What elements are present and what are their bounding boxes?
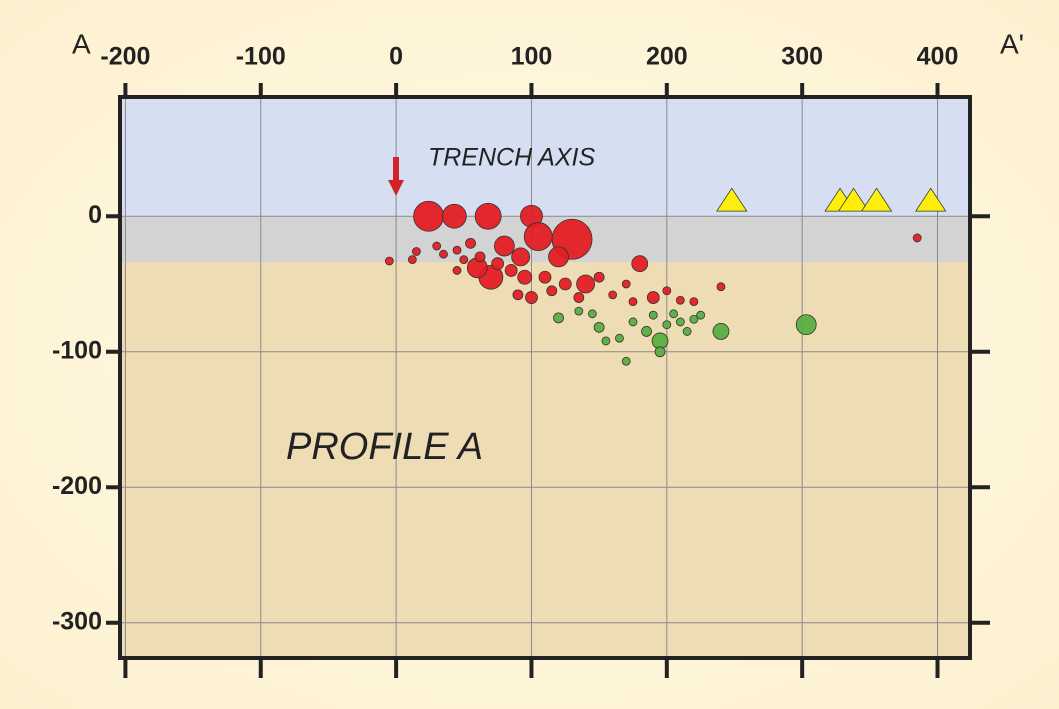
earthquake-marker xyxy=(675,317,685,327)
earthquake-marker xyxy=(459,255,469,265)
earthquake-marker xyxy=(525,291,538,304)
earthquake-marker xyxy=(654,346,666,358)
y-tick-label: -200 xyxy=(52,472,102,500)
earthquake-marker xyxy=(412,247,421,256)
earthquake-marker xyxy=(641,326,652,337)
earthquake-marker xyxy=(512,289,524,301)
station-marker xyxy=(716,187,748,212)
earthquake-marker xyxy=(491,257,505,271)
earthquake-marker xyxy=(593,321,605,333)
earthquake-marker xyxy=(669,309,678,319)
station-marker xyxy=(837,187,870,212)
earthquake-marker xyxy=(689,297,699,307)
earthquake-marker xyxy=(621,279,631,289)
mantle-zone xyxy=(120,262,970,658)
station-marker xyxy=(860,187,893,212)
earthquake-marker xyxy=(465,237,476,249)
earthquake-marker xyxy=(615,333,624,343)
earthquake-marker xyxy=(407,255,417,265)
earthquake-marker xyxy=(558,277,572,291)
earthquake-marker xyxy=(628,317,638,327)
earthquake-marker xyxy=(546,285,558,297)
profile-start-label: A xyxy=(72,28,91,59)
earthquake-marker xyxy=(689,314,699,324)
earthquake-marker xyxy=(631,255,649,273)
earthquake-marker xyxy=(523,222,553,251)
earthquake-marker xyxy=(912,233,922,243)
profile-label: PROFILE A xyxy=(286,426,483,468)
earthquake-marker xyxy=(573,292,585,303)
earthquake-marker xyxy=(576,274,596,294)
earthquake-marker xyxy=(538,270,552,284)
earthquake-marker xyxy=(441,203,467,229)
y-tick-label: -300 xyxy=(52,607,102,635)
earthquake-marker xyxy=(608,290,618,300)
y-tick-label: -100 xyxy=(52,336,102,364)
earthquake-marker xyxy=(795,314,817,336)
y-tick-label: 0 xyxy=(88,201,102,229)
earthquake-marker xyxy=(662,286,672,296)
x-tick-label: 100 xyxy=(511,43,553,71)
earthquake-marker xyxy=(548,246,569,268)
earthquake-marker xyxy=(601,336,611,346)
sea-zone xyxy=(120,97,970,216)
earthquake-marker xyxy=(432,241,442,251)
earthquake-marker xyxy=(593,271,605,283)
station-marker xyxy=(915,187,947,212)
marks xyxy=(384,187,947,366)
earthquake-marker xyxy=(504,264,518,277)
earthquake-marker xyxy=(517,269,533,285)
earthquake-marker xyxy=(648,310,658,320)
plot-frame xyxy=(118,95,972,660)
earthquake-marker xyxy=(574,306,584,316)
trench-arrow xyxy=(388,157,404,196)
earthquake-marker xyxy=(696,310,706,320)
earthquake-marker xyxy=(474,251,486,263)
x-tick-label: -200 xyxy=(100,43,150,71)
earthquake-marker xyxy=(662,320,672,330)
earthquake-marker xyxy=(511,247,531,267)
earthquake-marker xyxy=(384,256,394,266)
earthquake-marker xyxy=(439,249,448,259)
earthquake-marker xyxy=(587,309,597,319)
earthquake-marker xyxy=(675,295,685,305)
grid xyxy=(120,97,970,658)
earthquake-marker xyxy=(474,202,502,230)
x-tick-label: 200 xyxy=(646,43,688,71)
earthquake-marker xyxy=(493,235,515,257)
trench-label: TRENCH AXIS xyxy=(428,144,595,172)
earthquake-marker xyxy=(682,327,692,336)
x-tick-label: -100 xyxy=(236,43,286,71)
earthquake-marker xyxy=(553,312,564,324)
earthquake-marker xyxy=(716,282,726,292)
earthquake-marker xyxy=(712,323,730,340)
x-tick-label: 300 xyxy=(781,43,823,71)
earthquake-marker xyxy=(452,266,462,275)
earthquake-marker xyxy=(413,200,444,232)
profile-end-label: A' xyxy=(1000,28,1024,59)
earthquake-marker xyxy=(452,245,462,255)
earthquake-marker xyxy=(621,356,631,366)
earthquake-marker xyxy=(628,297,638,307)
earthquake-marker xyxy=(646,291,660,304)
x-tick-label: 400 xyxy=(917,43,959,71)
x-tick-label: 0 xyxy=(389,43,403,71)
